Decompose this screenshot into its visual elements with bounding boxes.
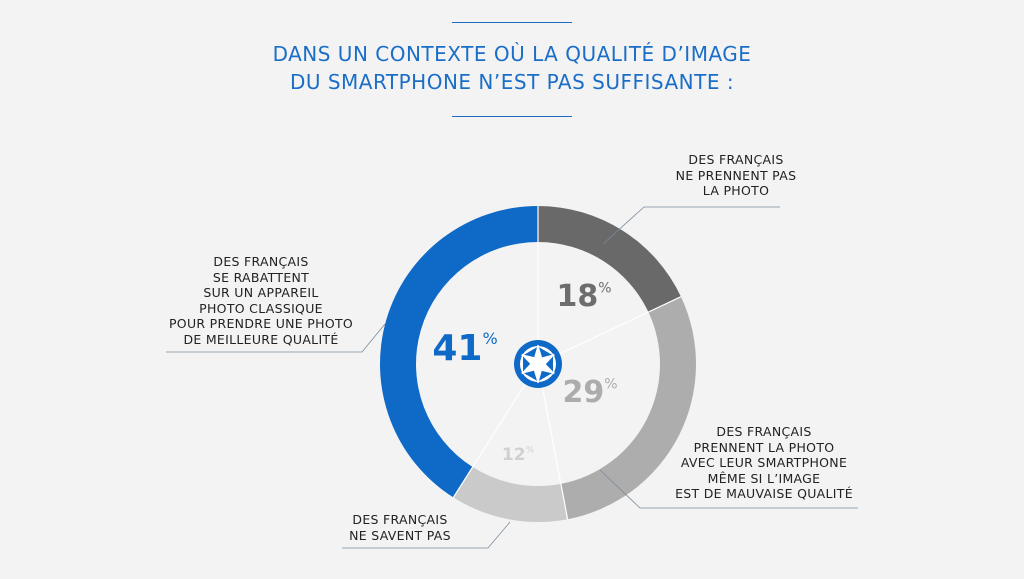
label-ne-savent-pas: DES FRANÇAIS NE SAVENT PAS [300, 512, 500, 543]
title-rule-bottom [452, 116, 572, 117]
label-line: PRENNENT LA PHOTO [693, 439, 835, 455]
donut-slice-appareil-classique [379, 206, 538, 498]
leader-line-ne-prennent-pas [602, 206, 780, 245]
label-line: DE MEILLEURE QUALITÉ [183, 331, 339, 347]
donut-slice-ne-prennent-pas [538, 206, 681, 313]
donut-slice-ne-savent-pas [453, 467, 568, 523]
value-label-appareil-classique: 41% [432, 328, 497, 369]
label-line: EST DE MAUVAISE QUALITÉ [675, 486, 853, 501]
slice-separator-2 [537, 296, 682, 365]
label-line: SE RABATTENT [212, 269, 310, 285]
value-label-ne-prennent-pas: 18% [556, 279, 611, 314]
title-line-2: DU SMARTPHONE N’EST PAS SUFFISANTE : [289, 70, 735, 94]
label-line: MÊME SI L’IMAGE [707, 470, 821, 486]
donut-slice-smartphone [560, 296, 696, 520]
leader-line-smartphone [599, 469, 858, 509]
label-line: AVEC LEUR SMARTPHONE [680, 455, 848, 470]
label-line: DES FRANÇAIS [716, 424, 812, 439]
label-ne-prennent-pas: DES FRANÇAIS NE PRENNENT PAS LA PHOTO [636, 152, 836, 199]
label-line: LA PHOTO [702, 183, 770, 198]
page-title: DANS UN CONTEXTE OÙ LA QUALITÉ D’IMAGE D… [0, 40, 1024, 96]
value-number-ne-prennent-pas: 18 [556, 279, 598, 314]
value-label-smartphone: 29% [562, 375, 617, 410]
value-unit-appareil-classique: % [482, 329, 497, 348]
value-number-ne-savent-pas: 12 [502, 445, 526, 465]
value-unit-smartphone: % [604, 377, 617, 393]
label-appareil-classique: DES FRANÇAIS SE RABATTENT SUR UN APPAREIL P… [136, 254, 386, 347]
slice-separator-3 [537, 363, 569, 520]
leader-line-appareil-classique [166, 323, 386, 353]
value-unit-ne-savent-pas: % [526, 445, 535, 455]
title-rule-top [452, 22, 572, 23]
label-line: SUR UN APPAREIL [203, 285, 319, 300]
label-smartphone-mauvaise-qualite: DES FRANÇAIS PRENNENT LA PHOTO AVEC LEUR S… [664, 424, 864, 502]
label-line: NE SAVENT PAS [349, 527, 451, 543]
value-number-smartphone: 29 [562, 375, 604, 410]
value-number-appareil-classique: 41 [432, 328, 482, 369]
label-line: DES FRANÇAIS [352, 512, 448, 527]
camera-shutter-icon [514, 340, 562, 388]
label-line: POUR PRENDRE UNE PHOTO [168, 316, 354, 331]
label-line: DES FRANÇAIS [688, 152, 784, 167]
title-line-1: DANS UN CONTEXTE OÙ LA QUALITÉ D’IMAGE [272, 42, 752, 66]
leader-line-ne-savent-pas [342, 521, 511, 549]
label-line: DES FRANÇAIS [213, 254, 309, 269]
value-unit-ne-prennent-pas: % [598, 281, 611, 297]
label-line: PHOTO CLASSIQUE [199, 300, 323, 316]
value-label-ne-savent-pas: 12% [502, 445, 535, 465]
label-line: NE PRENNENT PAS [675, 167, 797, 183]
slice-separator-4 [452, 363, 539, 498]
